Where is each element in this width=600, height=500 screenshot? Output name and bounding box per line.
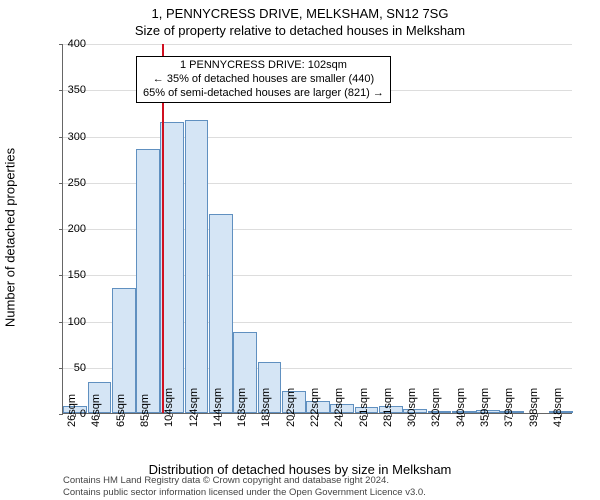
histogram-bar <box>160 122 184 413</box>
y-tick-label: 50 <box>56 362 86 374</box>
y-axis-label: Number of detached properties <box>3 148 18 327</box>
annotation-line3: 65% of semi-detached houses are larger (… <box>143 87 384 101</box>
annotation-box: 1 PENNYCRESS DRIVE: 102sqm← 35% of detac… <box>136 56 391 103</box>
y-tick-label: 250 <box>56 177 86 189</box>
y-tick-label: 400 <box>56 38 86 50</box>
footer-line2: Contains public sector information licen… <box>63 487 426 498</box>
footer-attribution: Contains HM Land Registry data © Crown c… <box>63 475 426 498</box>
title-address: 1, PENNYCRESS DRIVE, MELKSHAM, SN12 7SG <box>0 0 600 21</box>
histogram-bar <box>185 120 209 413</box>
histogram-bar <box>136 149 160 413</box>
footer-line1: Contains HM Land Registry data © Crown c… <box>63 475 426 486</box>
annotation-line1: 1 PENNYCRESS DRIVE: 102sqm <box>143 59 384 73</box>
annotation-line2: ← 35% of detached houses are smaller (44… <box>143 73 384 87</box>
y-tick-label: 350 <box>56 84 86 96</box>
y-tick-label: 300 <box>56 131 86 143</box>
title-subtitle: Size of property relative to detached ho… <box>0 21 600 38</box>
y-tick-label: 150 <box>56 269 86 281</box>
chart-plot-area: 1 PENNYCRESS DRIVE: 102sqm← 35% of detac… <box>62 44 572 414</box>
gridline <box>63 44 572 45</box>
y-tick-label: 200 <box>56 223 86 235</box>
histogram-bar <box>209 214 233 413</box>
gridline <box>63 137 572 138</box>
y-tick-label: 100 <box>56 316 86 328</box>
